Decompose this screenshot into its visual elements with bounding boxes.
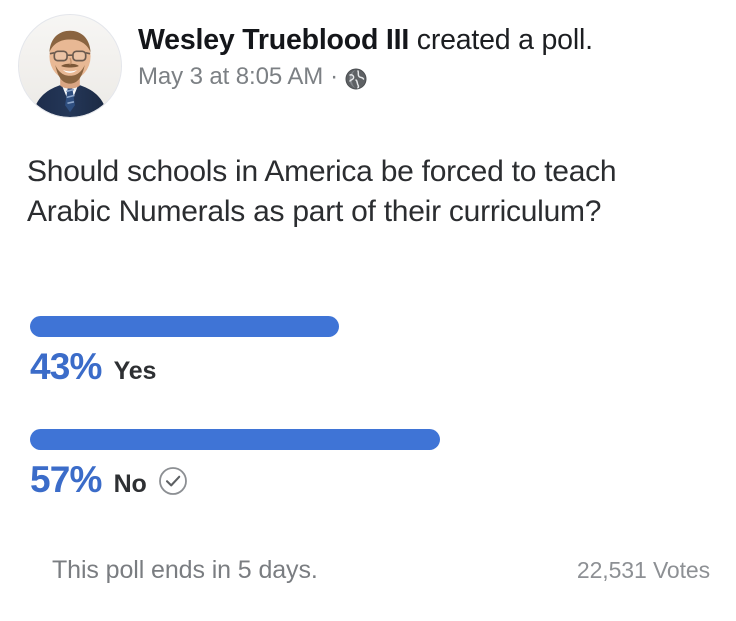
poll-end-text: This poll ends in 5 days. (52, 556, 318, 584)
poll-bar-track-no (30, 429, 710, 450)
poll-question: Should schools in America be forced to t… (27, 155, 617, 228)
poll-percent-no: 57% (30, 459, 102, 500)
poll-option-no[interactable]: 57% No (30, 429, 710, 505)
meta-separator-dot: · (330, 63, 339, 90)
poll-footer: This poll ends in 5 days. 22,531 Votes (52, 556, 710, 585)
poll-option-yes[interactable]: 43% Yes (30, 316, 710, 392)
check-circle-icon[interactable] (158, 466, 188, 496)
poll-bar-track-yes (30, 316, 710, 337)
avatar[interactable] (18, 14, 122, 118)
post-timestamp[interactable]: May 3 at 8:05 AM (138, 63, 324, 90)
poll-option-label-yes[interactable]: Yes (113, 357, 157, 385)
byline: Wesley Trueblood III created a poll. (138, 23, 593, 57)
post-action-text: created a poll. (416, 24, 593, 56)
poll-bar-fill-yes (30, 316, 339, 337)
poll-bar-fill-no (30, 429, 440, 450)
globe-public-icon[interactable] (345, 68, 367, 90)
author-name[interactable]: Wesley Trueblood III (138, 24, 410, 56)
poll-percent-yes: 43% (30, 346, 102, 387)
post-meta: May 3 at 8:05 AM · (138, 63, 593, 91)
header-text: Wesley Trueblood III created a poll. May… (138, 14, 593, 91)
poll-option-row-no: 57% No (30, 459, 710, 505)
poll-vote-count[interactable]: 22,531 Votes (576, 557, 710, 583)
poll-option-row-yes: 43% Yes (30, 346, 710, 392)
poll-option-label-no[interactable]: No (113, 470, 147, 498)
user-profile-photo-icon (19, 15, 121, 117)
post-header: Wesley Trueblood III created a poll. May… (18, 14, 593, 118)
poll-options: 43% Yes 57% No (30, 316, 710, 505)
